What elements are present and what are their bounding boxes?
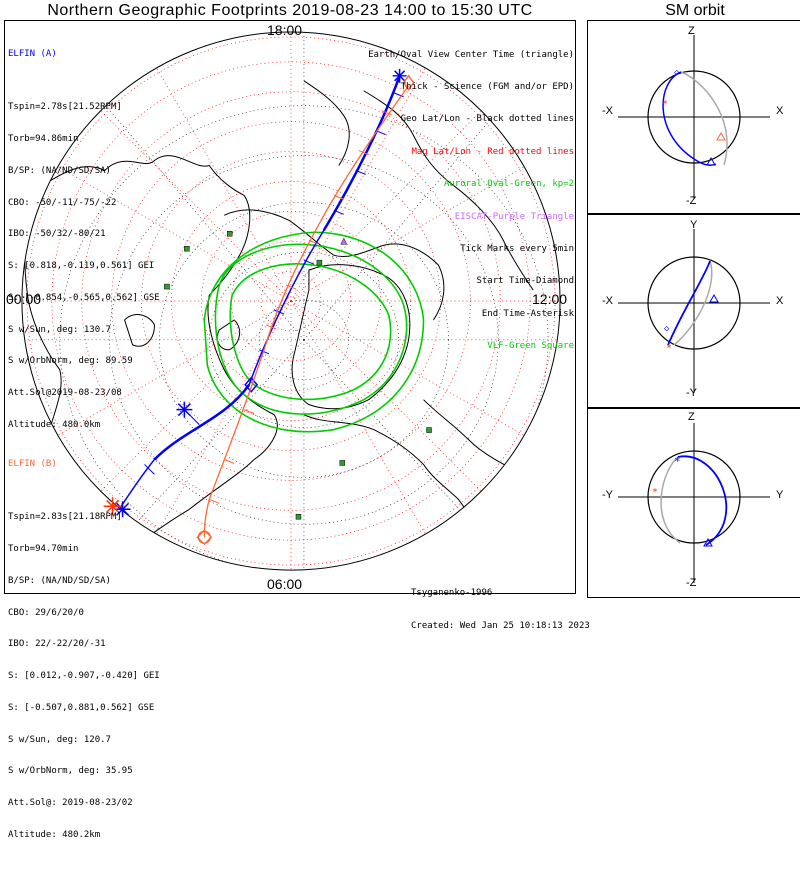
elfin-b-line: Att.Sol@: 2019-08-23/02 (8, 798, 133, 809)
auroral-oval (203, 231, 425, 433)
geo-grid (21, 31, 561, 571)
vlf-square (184, 245, 190, 252)
elfin-a-start-diamond (244, 376, 259, 393)
elfin-a-track (112, 75, 401, 520)
legend-item: End Time-Asterisk (481, 308, 574, 319)
sm-orbit-panel-xy: * ◇ Y -Y -X X (587, 214, 800, 408)
elfin-b-line: S w/Sun, deg: 120.7 (8, 734, 111, 745)
orbit3-right: Y (776, 489, 784, 501)
orbit1-bottom: -Z (686, 195, 697, 207)
eiscat-triangle (340, 237, 348, 245)
vlf-square (426, 427, 432, 433)
orbit2-bottom: -Y (686, 387, 697, 399)
elfin-a-line: S w/Sun, deg: 130.7 (8, 324, 111, 335)
elfin-b-line: B/SP: (NA/ND/SD/SA) (8, 575, 111, 586)
lt-label-bottom: 06:00 (267, 576, 303, 592)
page-title: Northern Geographic Footprints 2019-08-2… (47, 2, 533, 19)
elfin-b-outer-asterisk (103, 497, 122, 516)
orbit2-right: X (776, 295, 784, 307)
lt-label-left: 00:00 (6, 291, 42, 307)
elfin-a-line: Tspin=2.78s[21.52RPM] (8, 102, 122, 113)
elfin-a-line: B/SP: (NA/ND/SD/SA) (8, 165, 111, 176)
elfin-a-line: Altitude: 480.0km (8, 419, 101, 430)
lt-label-top: 18:00 (267, 22, 303, 38)
lt-label-right: 12:00 (532, 291, 568, 307)
vlf-square (316, 259, 323, 266)
elfin-a-info: ELFIN (A) Tspin=2.78s[21.52RPM] Torb=94.… (8, 28, 160, 462)
credit-model: Tsyganenko-1996 (411, 588, 493, 598)
elfin-b-header: ELFIN (B) (8, 459, 57, 470)
elfin-a-line: S: [0.818,-0.119,0.561] GEI (8, 261, 155, 272)
vlf-square (164, 283, 170, 290)
elfin-b-end-marker (196, 529, 213, 546)
orbit1-right: X (776, 105, 784, 117)
elfin-b-line: S: [-0.507,0.881,0.562] GSE (8, 702, 155, 713)
elfin-b-ticks (209, 110, 392, 504)
elfin-a-tick-asterisk (176, 401, 193, 418)
legend-item: Mag Lat/Lon - Red dotted lines (411, 146, 574, 157)
vlf-square (226, 231, 233, 237)
orbit1-top: Z (688, 25, 695, 37)
vlf-square (295, 514, 302, 520)
legend-item: Earth/Oval View Center Time (triangle) (368, 49, 574, 60)
svg-text:◇: ◇ (664, 324, 670, 334)
legend-item: Thick - Science (FGM and/or EPD) (400, 81, 574, 92)
legend: Earth/Oval View Center Time (triangle) T… (330, 28, 574, 363)
orbit-yz-svg: * * (618, 423, 770, 583)
elfin-b-line: S w/OrbNorm, deg: 35.95 (8, 766, 133, 777)
svg-text:◇: ◇ (674, 68, 680, 78)
orbit3-left: -Y (602, 489, 613, 501)
elfin-a-line: Att.Sol@2019-08-23/08 (8, 388, 122, 399)
credit-block: Tsyganenko-1996 Created: Wed Jan 25 10:1… (411, 566, 590, 654)
elfin-b-start-diamond (402, 74, 415, 92)
sm-orbit-title: SM orbit (665, 2, 725, 19)
legend-item: Tick Marks every 5min (460, 243, 574, 254)
legend-item: Auroral Oval-Green, kp=2 (443, 179, 574, 190)
orbit3-bottom: -Z (686, 577, 697, 589)
elfin-b-line: Tspin=2.83s[21.18RPM] (8, 512, 122, 523)
orbit2-top: Y (690, 219, 698, 231)
vlf-stations (164, 231, 432, 520)
map-svg (4, 20, 576, 594)
elfin-b-line: S: [0.012,-0.907,-0.420] GEI (8, 671, 160, 682)
map-outer-circle (21, 31, 561, 571)
elfin-b-line: Altitude: 480.2km (8, 829, 101, 840)
orbit2-left: -X (602, 295, 613, 307)
sm-orbit-panel-xz: * ◇ Z -Z -X X (587, 20, 800, 214)
sm-orbit-panel-yz: * * Z -Z -Y Y (587, 408, 800, 598)
elfin-a-header: ELFIN (A) (8, 49, 57, 60)
elfin-a-line: CBO: -50/-11/-75/-22 (8, 197, 117, 208)
elfin-a-line: Torb=94.86min (8, 133, 79, 144)
svg-text:*: * (662, 99, 668, 110)
elfin-a-line: S w/OrbNorm, deg: 89.59 (8, 356, 133, 367)
orbit-xz-svg: * ◇ (618, 35, 770, 199)
legend-item: Geo Lat/Lon - Black dotted lines (400, 114, 574, 125)
svg-text:*: * (674, 455, 681, 468)
orbit-xy-svg: * ◇ (618, 229, 770, 393)
legend-item: Start Time-Diamond (476, 276, 574, 287)
legend-item: EISCAT-Purple Triangle (454, 211, 574, 222)
elfin-a-outer-asterisk (114, 501, 131, 518)
footprint-map: 18:00 00:00 12:00 06:00 Tsyganenko-1996 … (4, 20, 590, 631)
elfin-b-info: ELFIN (B) Tspin=2.83s[21.18RPM] Torb=94.… (8, 438, 160, 872)
svg-text:*: * (652, 487, 658, 498)
svg-text:*: * (666, 343, 672, 354)
legend-item: VLF-Green Square (487, 341, 574, 352)
elfin-b-line: CBO: 29/6/20/0 (8, 607, 84, 618)
elfin-a-line: IBO: -50/32/-80/21 (8, 229, 106, 240)
orbit3-top: Z (688, 411, 695, 423)
vlf-square (339, 460, 346, 466)
elfin-b-line: Torb=94.70min (8, 543, 79, 554)
orbit1-left: -X (602, 105, 613, 117)
credit-created: Created: Wed Jan 25 10:18:13 2023 (411, 621, 590, 631)
elfin-b-line: IBO: 22/-22/20/-31 (8, 639, 106, 650)
elfin-a-line: S: [-0.854,-0.565,0.562] GSE (8, 292, 160, 303)
elfin-a-end-asterisk (392, 68, 407, 83)
